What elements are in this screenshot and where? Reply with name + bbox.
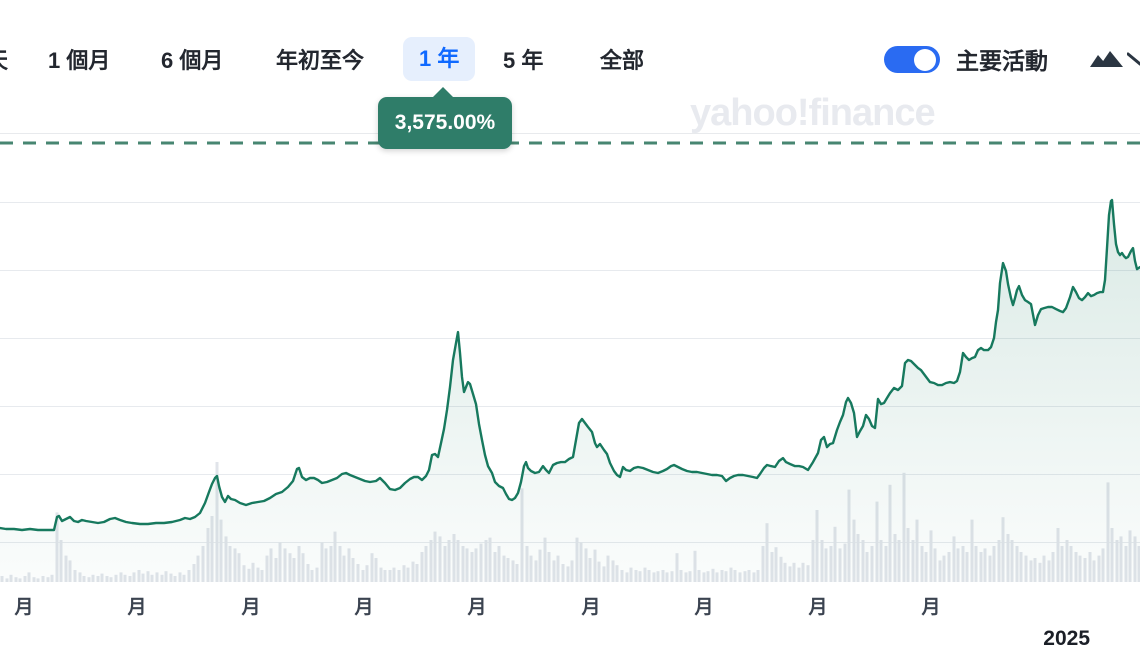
range-button-ytd[interactable]: 年初至今 (276, 48, 365, 73)
tooltip-value: 3,575.00% (394, 111, 496, 134)
major-events-toggle[interactable] (884, 46, 940, 73)
range-button-5-year[interactable]: 5 年 (503, 48, 544, 73)
range-button-partial-day[interactable]: 天 (0, 46, 8, 76)
yahoo-finance-watermark: yahoo!finance (690, 92, 936, 134)
range-button-6-month[interactable]: 6 個月 (161, 48, 224, 73)
range-button-1-year-selected[interactable]: 1 年 (403, 37, 476, 81)
chevron-down-icon[interactable] (1126, 51, 1140, 67)
toggle-knob (914, 48, 936, 71)
return-tooltip: 3,575.00% (378, 87, 512, 149)
range-toolbar: 天 1 個月 6 個月 年初至今 1 年 5 年 全部 主要活動 (0, 0, 1140, 95)
mountain-area-chart-icon[interactable] (1090, 50, 1124, 68)
range-button-all[interactable]: 全部 (600, 48, 645, 73)
major-events-toggle-label: 主要活動 (956, 48, 1048, 74)
tooltip-pointer (432, 87, 454, 98)
chart-top-border (0, 133, 1140, 134)
range-button-1-month[interactable]: 1 個月 (48, 48, 111, 73)
